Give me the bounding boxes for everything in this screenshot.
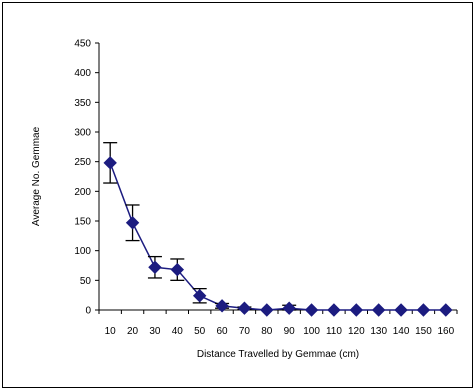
data-point xyxy=(192,289,207,303)
y-tick-label: 400 xyxy=(74,68,91,79)
x-tick-label: 100 xyxy=(303,326,320,337)
x-ticks: 10 20 30 40 50 60 70 80 90 100 110 120 130 140 150 160 xyxy=(98,310,458,337)
data-point xyxy=(304,303,319,317)
series-line xyxy=(109,162,446,311)
data-point xyxy=(103,156,117,170)
y-tick-label: 300 xyxy=(74,128,91,139)
x-tick-label: 120 xyxy=(348,326,365,337)
x-tick-label: 90 xyxy=(284,326,296,337)
data-point xyxy=(237,301,252,315)
data-point xyxy=(439,303,453,317)
y-tick-label: 450 xyxy=(74,39,91,50)
x-tick-label: 160 xyxy=(437,326,454,337)
data-point xyxy=(349,303,364,317)
x-tick-label: 30 xyxy=(149,326,161,337)
data-point xyxy=(148,260,162,274)
chart-svg: 0 50 100 150 200 250 300 350 400 450 10 20 30 40 50 60… xyxy=(31,39,458,360)
x-tick-label: 80 xyxy=(261,326,273,337)
x-axis-title: Distance Travelled by Gemmae (cm) xyxy=(197,349,359,360)
data-point xyxy=(215,299,229,313)
data-point xyxy=(394,303,408,317)
data-point xyxy=(371,303,386,317)
x-tick-label: 150 xyxy=(415,326,432,337)
x-tick-label: 20 xyxy=(127,326,139,337)
x-tick-label: 40 xyxy=(172,326,184,337)
y-ticks: 0 50 100 150 200 250 300 350 400 450 xyxy=(74,39,99,317)
y-tick-label: 150 xyxy=(74,217,91,228)
series xyxy=(103,142,453,317)
data-point xyxy=(282,301,296,315)
data-point xyxy=(327,303,341,317)
data-point xyxy=(416,303,431,317)
x-tick-label: 60 xyxy=(217,326,229,337)
x-tick-label: 10 xyxy=(105,326,117,337)
data-point xyxy=(125,216,140,230)
x-tick-label: 110 xyxy=(326,326,342,337)
data-point xyxy=(170,262,185,277)
x-tick-label: 140 xyxy=(393,326,410,337)
x-tick-label: 70 xyxy=(239,326,251,337)
y-tick-label: 50 xyxy=(80,276,92,287)
y-tick-label: 350 xyxy=(74,98,91,109)
chart-frame: 0 50 100 150 200 250 300 350 400 450 10 20 30 40 50 60… xyxy=(2,2,473,388)
x-tick-label: 50 xyxy=(194,326,206,337)
y-axis-title: Average No. Gemmae xyxy=(31,126,42,226)
y-tick-label: 200 xyxy=(74,187,91,198)
data-point xyxy=(260,303,274,317)
y-tick-label: 250 xyxy=(74,157,91,168)
y-tick-label: 100 xyxy=(74,246,91,257)
x-tick-label: 130 xyxy=(370,326,387,337)
y-tick-label: 0 xyxy=(85,306,91,317)
